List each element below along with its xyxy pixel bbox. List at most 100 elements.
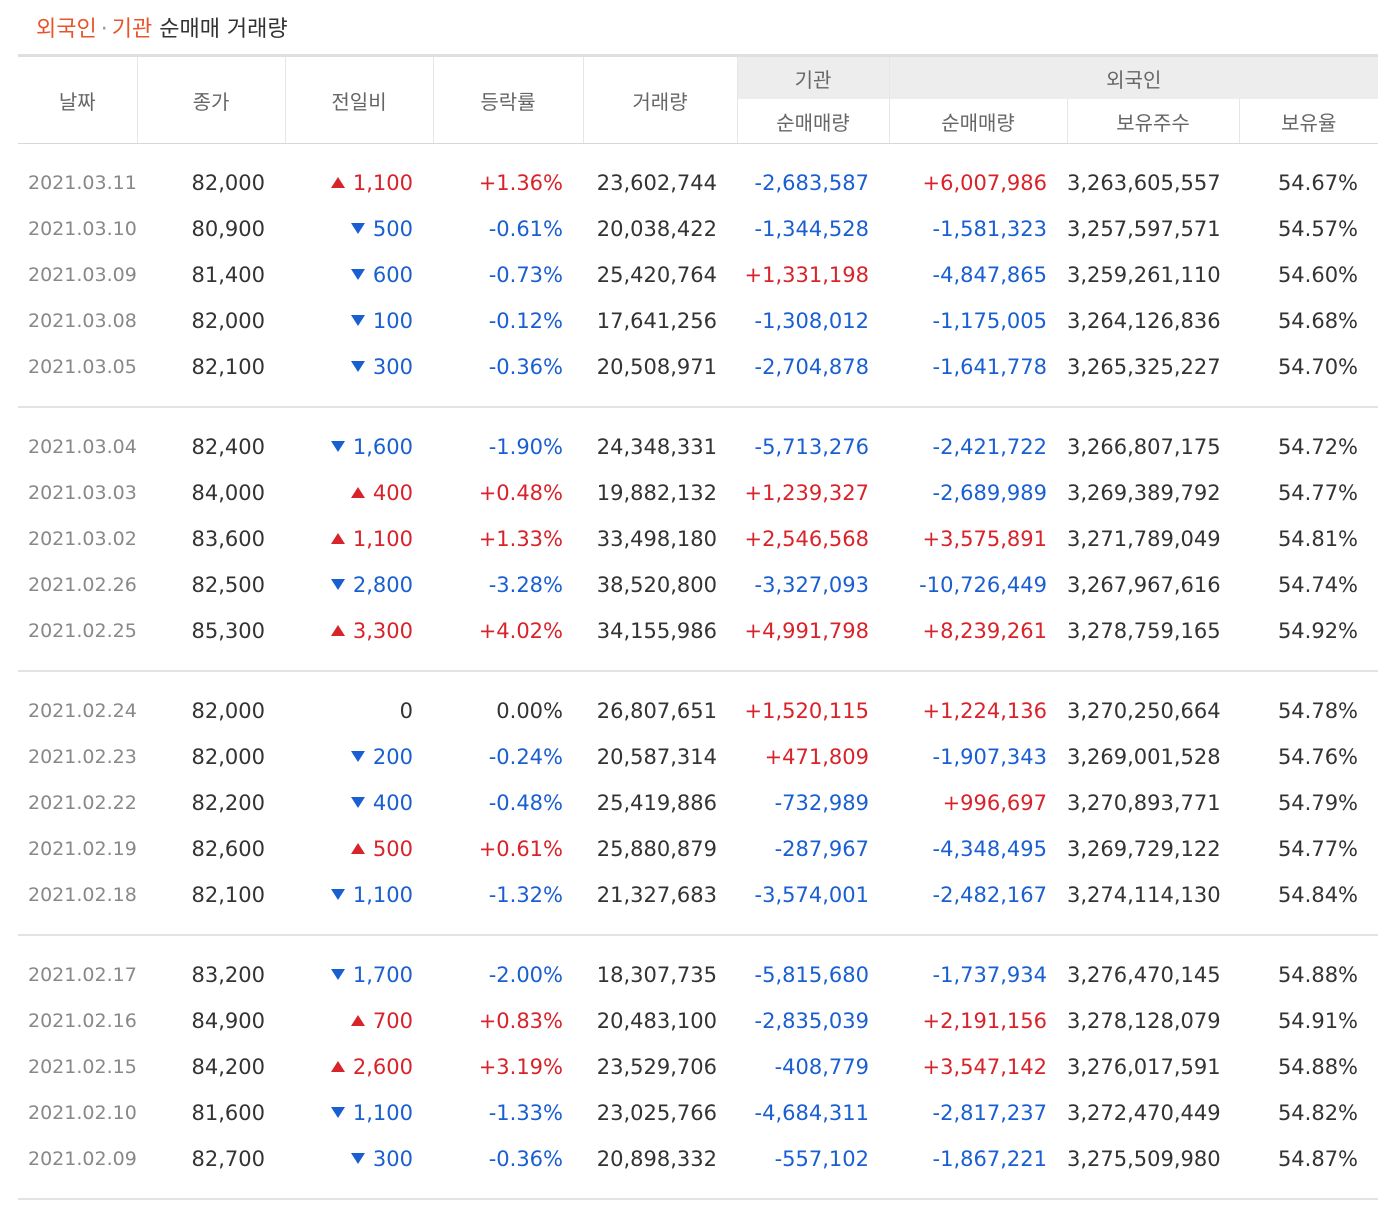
table-row: 2021.03.03 84,000 400 +0.48% 19,882,132 +1,23… — [18, 470, 1378, 516]
triangle-down-icon — [330, 968, 345, 980]
cell-foreign-net: -4,348,495 — [932, 837, 1047, 861]
table-row: 2021.03.11 82,000 1,100 +1.36% 23,602,744 -2,… — [18, 160, 1378, 206]
cell-foreign-holdings: 3,257,597,571 — [1067, 217, 1221, 241]
cell-foreign-net: +3,547,142 — [922, 1055, 1047, 1079]
change-value: 1,600 — [352, 435, 413, 459]
triangle-down-icon — [330, 1106, 345, 1118]
triangle-down-icon — [330, 440, 345, 452]
header-foreign-holdings: 보유주수 — [1067, 99, 1240, 144]
change-value: 1,100 — [352, 1101, 413, 1125]
triangle-down-icon — [350, 796, 365, 808]
cell-close: 82,100 — [191, 883, 265, 907]
cell-institution-net: -4,684,311 — [754, 1101, 869, 1125]
triangle-down-icon — [350, 360, 365, 372]
table-row: 2021.03.04 82,400 1,600 -1.90% 24,348,331 -5,… — [18, 424, 1378, 470]
cell-volume: 24,348,331 — [596, 435, 717, 459]
cell-volume: 20,038,422 — [596, 217, 717, 241]
cell-date: 2021.03.04 — [28, 436, 137, 458]
cell-volume: 20,898,332 — [596, 1147, 717, 1171]
cell-foreign-ratio: 54.88% — [1277, 963, 1359, 987]
cell-foreign-holdings: 3,264,126,836 — [1067, 309, 1221, 333]
table-row: 2021.03.05 82,100 300 -0.36% 20,508,971 -2,70… — [18, 344, 1378, 390]
header-close: 종가 — [137, 54, 286, 144]
triangle-down-icon — [350, 750, 365, 762]
cell-foreign-net: -2,482,167 — [932, 883, 1047, 907]
cell-foreign-ratio: 54.91% — [1277, 1009, 1359, 1033]
cell-institution-net: -287,967 — [774, 837, 869, 861]
cell-rate: -0.12% — [488, 309, 563, 333]
cell-rate: -0.73% — [488, 263, 563, 287]
group-spacer — [18, 144, 1378, 161]
table-row: 2021.02.23 82,000 200 -0.24% 20,587,314 +471,… — [18, 734, 1378, 780]
title-foreign: 외국인 — [36, 17, 97, 42]
title-rest: 순매매 거래량 — [159, 17, 288, 42]
cell-close: 83,600 — [191, 527, 265, 551]
cell-foreign-holdings: 3,278,128,079 — [1067, 1009, 1221, 1033]
cell-close: 81,600 — [191, 1101, 265, 1125]
cell-close: 82,700 — [191, 1147, 265, 1171]
cell-institution-net: -2,683,587 — [754, 171, 869, 195]
cell-foreign-ratio: 54.87% — [1277, 1147, 1359, 1171]
cell-date: 2021.02.15 — [28, 1056, 137, 1078]
cell-volume: 25,419,886 — [596, 791, 717, 815]
cell-institution-net: -3,574,001 — [754, 883, 869, 907]
cell-change: 700 — [285, 998, 433, 1044]
cell-close: 83,200 — [191, 963, 265, 987]
cell-foreign-ratio: 54.79% — [1277, 791, 1359, 815]
cell-institution-net: -3,327,093 — [754, 573, 869, 597]
triangle-down-icon — [350, 268, 365, 280]
change-value: 500 — [372, 217, 413, 241]
table-row: 2021.02.18 82,100 1,100 -1.32% 21,327,683 -3,… — [18, 872, 1378, 918]
triangle-up-icon — [330, 176, 345, 188]
cell-volume: 19,882,132 — [596, 481, 717, 505]
cell-foreign-net: +8,239,261 — [922, 619, 1047, 643]
cell-volume: 20,483,100 — [596, 1009, 717, 1033]
cell-volume: 20,587,314 — [596, 745, 717, 769]
cell-rate: -0.61% — [488, 217, 563, 241]
cell-close: 80,900 — [191, 217, 265, 241]
cell-foreign-net: -10,726,449 — [919, 573, 1047, 597]
cell-foreign-net: +3,575,891 — [922, 527, 1047, 551]
cell-change: 200 — [285, 734, 433, 780]
cell-change: 400 — [285, 780, 433, 826]
table-row: 2021.02.10 81,600 1,100 -1.33% 23,025,766 -4,… — [18, 1090, 1378, 1136]
cell-foreign-ratio: 54.77% — [1277, 481, 1359, 505]
spacer-cell — [18, 1182, 1378, 1199]
change-value: 1,100 — [352, 527, 413, 551]
header-institution-group: 기관 — [737, 54, 890, 99]
header-institution-net: 순매매량 — [737, 99, 890, 144]
spacer-cell — [18, 936, 1378, 952]
cell-change: 400 — [285, 470, 433, 516]
cell-date: 2021.02.10 — [28, 1102, 137, 1124]
cell-volume: 20,508,971 — [596, 355, 717, 379]
cell-institution-net: +2,546,568 — [744, 527, 869, 551]
change-value: 1,700 — [352, 963, 413, 987]
cell-volume: 33,498,180 — [596, 527, 717, 551]
table-row: 2021.02.16 84,900 700 +0.83% 20,483,100 -2,83… — [18, 998, 1378, 1044]
spacer-cell — [18, 408, 1378, 424]
cell-foreign-holdings: 3,271,789,049 — [1067, 527, 1221, 551]
trading-table: 날짜 종가 전일비 등락률 거래량 기관 외국인 순매매량 순매매량 보유주수 … — [18, 54, 1379, 1201]
spacer-cell — [18, 672, 1378, 688]
cell-close: 82,000 — [191, 171, 265, 195]
cell-rate: +0.83% — [478, 1009, 563, 1033]
cell-change: 500 — [285, 826, 433, 872]
cell-date: 2021.02.19 — [28, 838, 137, 860]
cell-rate: 0.00% — [496, 699, 563, 723]
cell-foreign-holdings: 3,266,807,175 — [1067, 435, 1221, 459]
group-spacer — [18, 918, 1378, 935]
cell-change: 300 — [285, 344, 433, 390]
cell-foreign-net: +2,191,156 — [922, 1009, 1047, 1033]
header-volume: 거래량 — [583, 54, 738, 144]
cell-date: 2021.02.24 — [28, 700, 137, 722]
cell-date: 2021.02.25 — [28, 620, 137, 642]
cell-foreign-net: +6,007,986 — [922, 171, 1047, 195]
cell-close: 84,200 — [191, 1055, 265, 1079]
cell-date: 2021.02.18 — [28, 884, 137, 906]
cell-close: 85,300 — [191, 619, 265, 643]
cell-foreign-ratio: 54.92% — [1277, 619, 1359, 643]
cell-institution-net: -557,102 — [774, 1147, 869, 1171]
cell-change: 1,100 — [285, 1090, 433, 1136]
change-value: 200 — [372, 745, 413, 769]
cell-close: 82,200 — [191, 791, 265, 815]
